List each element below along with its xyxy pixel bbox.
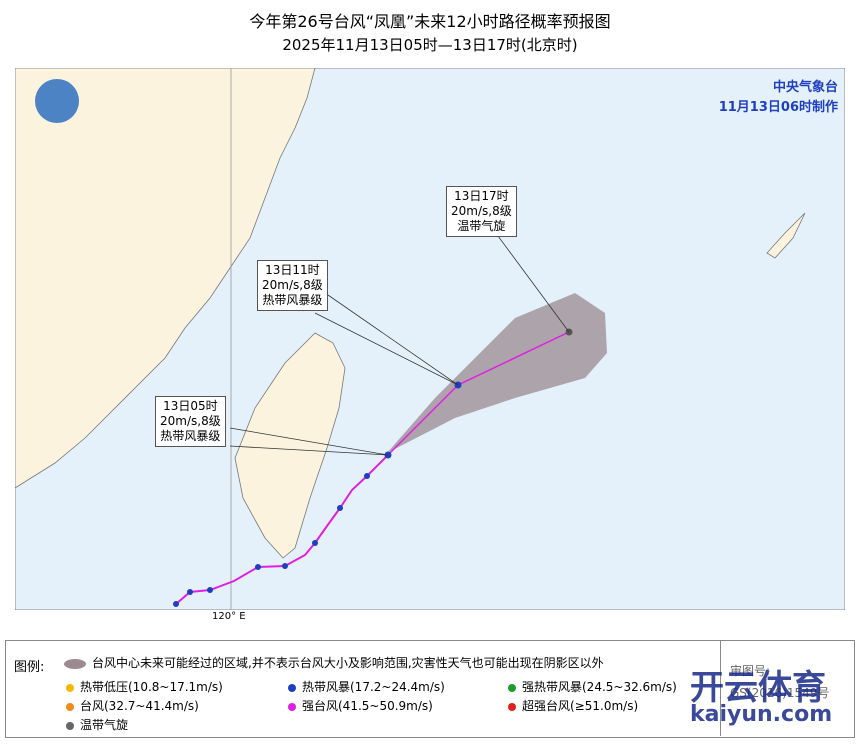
title: 今年第26号台风“凤凰”未来12小时路径概率预报图 bbox=[249, 12, 611, 31]
callout-grade: 热带风暴级 bbox=[262, 293, 323, 307]
legend-cone-text: 台风中心未来可能经过的区域,并不表示台风大小及影响范围,灾害性天气也可能出现在阴… bbox=[92, 656, 604, 670]
callout-wind: 20m/s,8级 bbox=[160, 414, 221, 428]
legend-item: 超强台风(≥51.0m/s) bbox=[508, 697, 638, 714]
callout-time: 13日11时 bbox=[265, 263, 320, 277]
legend-label: 热带低压(10.8~17.1m/s) bbox=[80, 680, 223, 694]
callout: 13日05时 20m/s,8级 热带风暴级 bbox=[155, 396, 226, 447]
legend-label: 强台风(41.5~50.9m/s) bbox=[302, 699, 433, 713]
legend-item: 热带低压(10.8~17.1m/s) bbox=[66, 678, 223, 695]
legend-divider bbox=[720, 640, 721, 736]
legend-item: 台风(32.7~41.4m/s) bbox=[66, 697, 199, 714]
legend-item: 强台风(41.5~50.9m/s) bbox=[288, 697, 433, 714]
callout-wind: 20m/s,8级 bbox=[262, 278, 323, 292]
legend-panel bbox=[5, 640, 855, 738]
legend-dot bbox=[66, 721, 74, 730]
callout-time: 13日05时 bbox=[163, 399, 218, 413]
legend-label: 超强台风(≥51.0m/s) bbox=[522, 699, 639, 713]
legend-label: 强热带风暴(24.5~32.6m/s) bbox=[522, 680, 677, 694]
legend-item: 强热带风暴(24.5~32.6m/s) bbox=[508, 678, 677, 695]
legend-heading: 图例: bbox=[14, 660, 45, 675]
legend-dot bbox=[508, 702, 516, 711]
callout-time: 13日17时 bbox=[454, 189, 509, 203]
callout: 13日11时 20m/s,8级 热带风暴级 bbox=[257, 260, 328, 311]
subtitle: 2025年11月13日05时—13日17时(北京时) bbox=[282, 36, 578, 54]
legend-cone: 台风中心未来可能经过的区域,并不表示台风大小及影响范围,灾害性天气也可能出现在阴… bbox=[64, 654, 604, 671]
review-label: 审图号: bbox=[730, 664, 771, 678]
callout-grade: 温带气旋 bbox=[457, 219, 506, 233]
review-code: GS(2016)1549号 bbox=[730, 686, 830, 700]
legend-dot bbox=[508, 683, 516, 692]
map bbox=[15, 68, 845, 610]
agency: 中央气象台 bbox=[772, 80, 838, 95]
legend-dot bbox=[288, 683, 296, 692]
callout-wind: 20m/s,8级 bbox=[451, 204, 512, 218]
legend-dot bbox=[66, 702, 74, 711]
legend-label: 台风(32.7~41.4m/s) bbox=[80, 699, 199, 713]
callout: 13日17时 20m/s,8级 温带气旋 bbox=[446, 186, 517, 237]
callout-grade: 热带风暴级 bbox=[160, 429, 221, 443]
legend-label: 热带风暴(17.2~24.4m/s) bbox=[302, 680, 445, 694]
watermark-brand: 开云体育 bbox=[690, 668, 826, 708]
legend-label: 温带气旋 bbox=[80, 718, 129, 732]
issued: 11月13日06时制作 bbox=[718, 100, 838, 115]
legend-item: 温带气旋 bbox=[66, 716, 128, 733]
longitude-label: 120° E bbox=[212, 611, 246, 622]
legend-dot bbox=[288, 702, 296, 711]
legend-dot bbox=[66, 683, 74, 692]
watermark-url: kaiyun.com bbox=[690, 702, 833, 727]
legend-item: 热带风暴(17.2~24.4m/s) bbox=[288, 678, 445, 695]
